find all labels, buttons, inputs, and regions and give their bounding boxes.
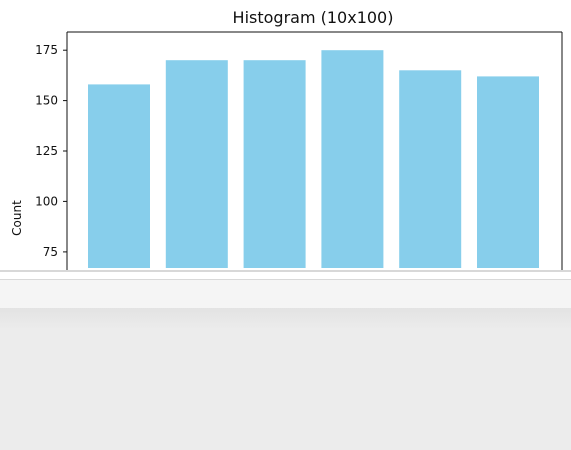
toolbar-shadow bbox=[0, 308, 571, 330]
toolbar-strip bbox=[0, 279, 571, 309]
histogram-bar bbox=[321, 50, 384, 269]
histogram-bar bbox=[88, 84, 150, 269]
y-tick-label: 75 bbox=[43, 245, 58, 259]
y-tick-label: 100 bbox=[35, 194, 58, 208]
window-edge-left bbox=[0, 264, 9, 272]
panel-gap bbox=[0, 272, 571, 279]
histogram-bar bbox=[399, 70, 462, 268]
histogram-bar bbox=[165, 60, 228, 269]
y-tick-label: 175 bbox=[35, 43, 58, 57]
histogram-chart: Histogram (10x100) Count 75 100 125 150 175 bbox=[10, 8, 563, 270]
y-tick-label: 125 bbox=[35, 144, 58, 158]
y-tick-label: 150 bbox=[35, 94, 58, 108]
bars-layer bbox=[88, 50, 539, 269]
histogram-bar bbox=[243, 60, 306, 269]
y-axis-label: Count bbox=[10, 200, 24, 236]
histogram-bar bbox=[477, 76, 539, 269]
chart-title: Histogram (10x100) bbox=[233, 8, 394, 27]
plot-window: Histogram (10x100) Count 75 100 125 150 175 bbox=[0, 0, 571, 270]
panel-separator bbox=[0, 270, 571, 272]
y-ticks-layer: 75 100 125 150 175 bbox=[35, 43, 67, 259]
